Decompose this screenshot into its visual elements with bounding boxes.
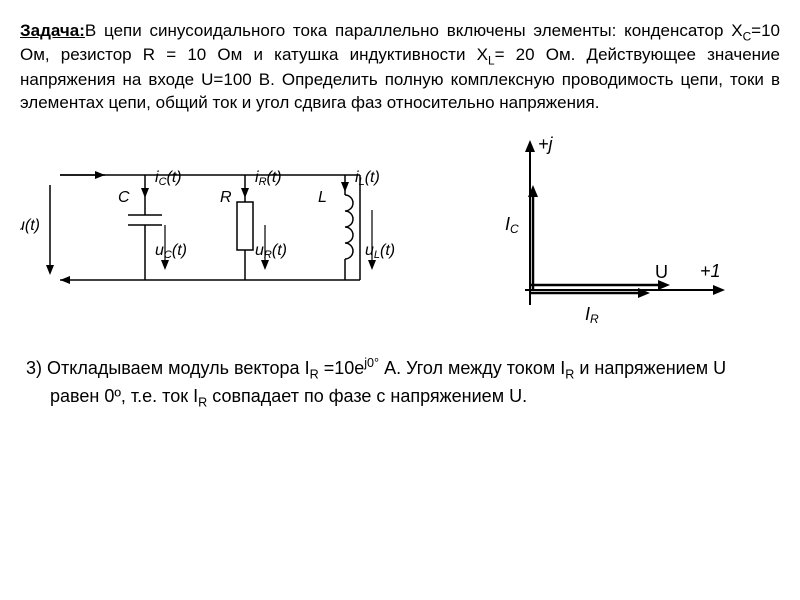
u-label: u(t)	[20, 217, 40, 234]
ir-axis: IR	[585, 304, 599, 326]
phasor-diagram: +j +1 IC U IR	[410, 130, 750, 340]
ul-label: uL(t)	[365, 242, 395, 261]
l-label: L	[318, 189, 327, 206]
ans-p2: =10e	[319, 358, 365, 378]
diagram-row: u(t) C iC(t) uC(t) R iR(t) uR(t) L iL(t)	[20, 130, 780, 340]
r-label: R	[220, 189, 232, 206]
ir-label: iR(t)	[255, 169, 282, 188]
pj: +j	[538, 134, 554, 154]
ans-p3: А. Угол между током I	[379, 358, 565, 378]
xc-sub: C	[743, 29, 752, 43]
p1: +1	[700, 261, 721, 281]
xl-sub: L	[488, 54, 495, 68]
ur-label: uR(t)	[255, 242, 287, 261]
ans-r3: R	[198, 396, 207, 410]
problem-t1: В цепи синусоидального тока параллельно …	[85, 21, 743, 40]
ans-r2: R	[565, 367, 574, 381]
answer-text: 3) Откладываем модуль вектора IR =10ej0°…	[20, 355, 780, 412]
ans-r1: R	[310, 367, 319, 381]
ic-label: iC(t)	[155, 169, 182, 188]
uc-label: uC(t)	[155, 242, 187, 261]
u-axis: U	[655, 262, 668, 282]
ans-p1: Откладываем модуль вектора I	[47, 358, 310, 378]
problem-label: Задача:	[20, 21, 85, 40]
c-label: C	[118, 189, 130, 206]
ic-axis: IC	[505, 214, 519, 236]
ans-exp: j0°	[364, 356, 379, 370]
problem-statement: Задача:В цепи синусоидального тока парал…	[20, 20, 780, 115]
circuit-diagram: u(t) C iC(t) uC(t) R iR(t) uR(t) L iL(t)	[20, 130, 400, 310]
ans-p5: совпадает по фазе с напряжением U.	[207, 386, 527, 406]
il-label: iL(t)	[355, 169, 380, 188]
ans-num: 3)	[26, 358, 42, 378]
